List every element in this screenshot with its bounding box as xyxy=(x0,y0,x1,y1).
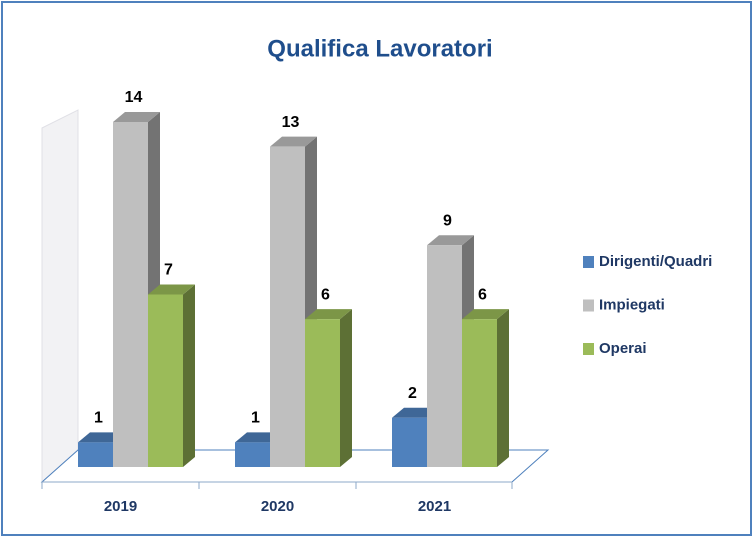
data-label: 6 xyxy=(478,286,487,303)
legend-label: Operai xyxy=(599,340,647,357)
bar-side xyxy=(497,309,509,467)
bar-top xyxy=(148,284,195,295)
data-label: 13 xyxy=(282,114,300,131)
back-wall xyxy=(41,109,79,484)
x-tick-label: 2020 xyxy=(261,498,294,515)
legend-swatch xyxy=(583,299,594,312)
bar xyxy=(305,319,340,467)
x-tick-label: 2021 xyxy=(418,498,451,515)
chart-title: Qualifica Lavoratori xyxy=(267,35,492,62)
bar-top xyxy=(113,112,160,122)
bar xyxy=(78,442,113,467)
bar xyxy=(270,146,305,467)
data-label: 2 xyxy=(408,385,417,402)
legend-label: Dirigenti/Quadri xyxy=(599,253,712,270)
data-label: 9 xyxy=(443,212,452,229)
legend-label: Impiegati xyxy=(599,296,665,313)
data-label: 7 xyxy=(164,262,173,279)
x-tick-label: 2019 xyxy=(104,498,137,515)
bar xyxy=(113,122,148,467)
bar-top xyxy=(270,136,317,147)
bar xyxy=(427,245,462,467)
bar-top xyxy=(462,309,509,320)
bar xyxy=(462,319,497,467)
data-label: 1 xyxy=(251,410,260,427)
bar xyxy=(148,294,183,467)
data-label: 6 xyxy=(321,286,330,303)
legend-swatch xyxy=(583,256,594,268)
data-label: 1 xyxy=(94,410,103,427)
bar xyxy=(235,442,270,467)
legend-swatch xyxy=(583,343,594,355)
bar-side xyxy=(183,284,195,467)
bar-side xyxy=(340,309,352,467)
bar-top xyxy=(305,309,352,320)
bar xyxy=(392,417,427,467)
bar-top xyxy=(427,235,474,246)
data-label: 14 xyxy=(125,89,143,106)
